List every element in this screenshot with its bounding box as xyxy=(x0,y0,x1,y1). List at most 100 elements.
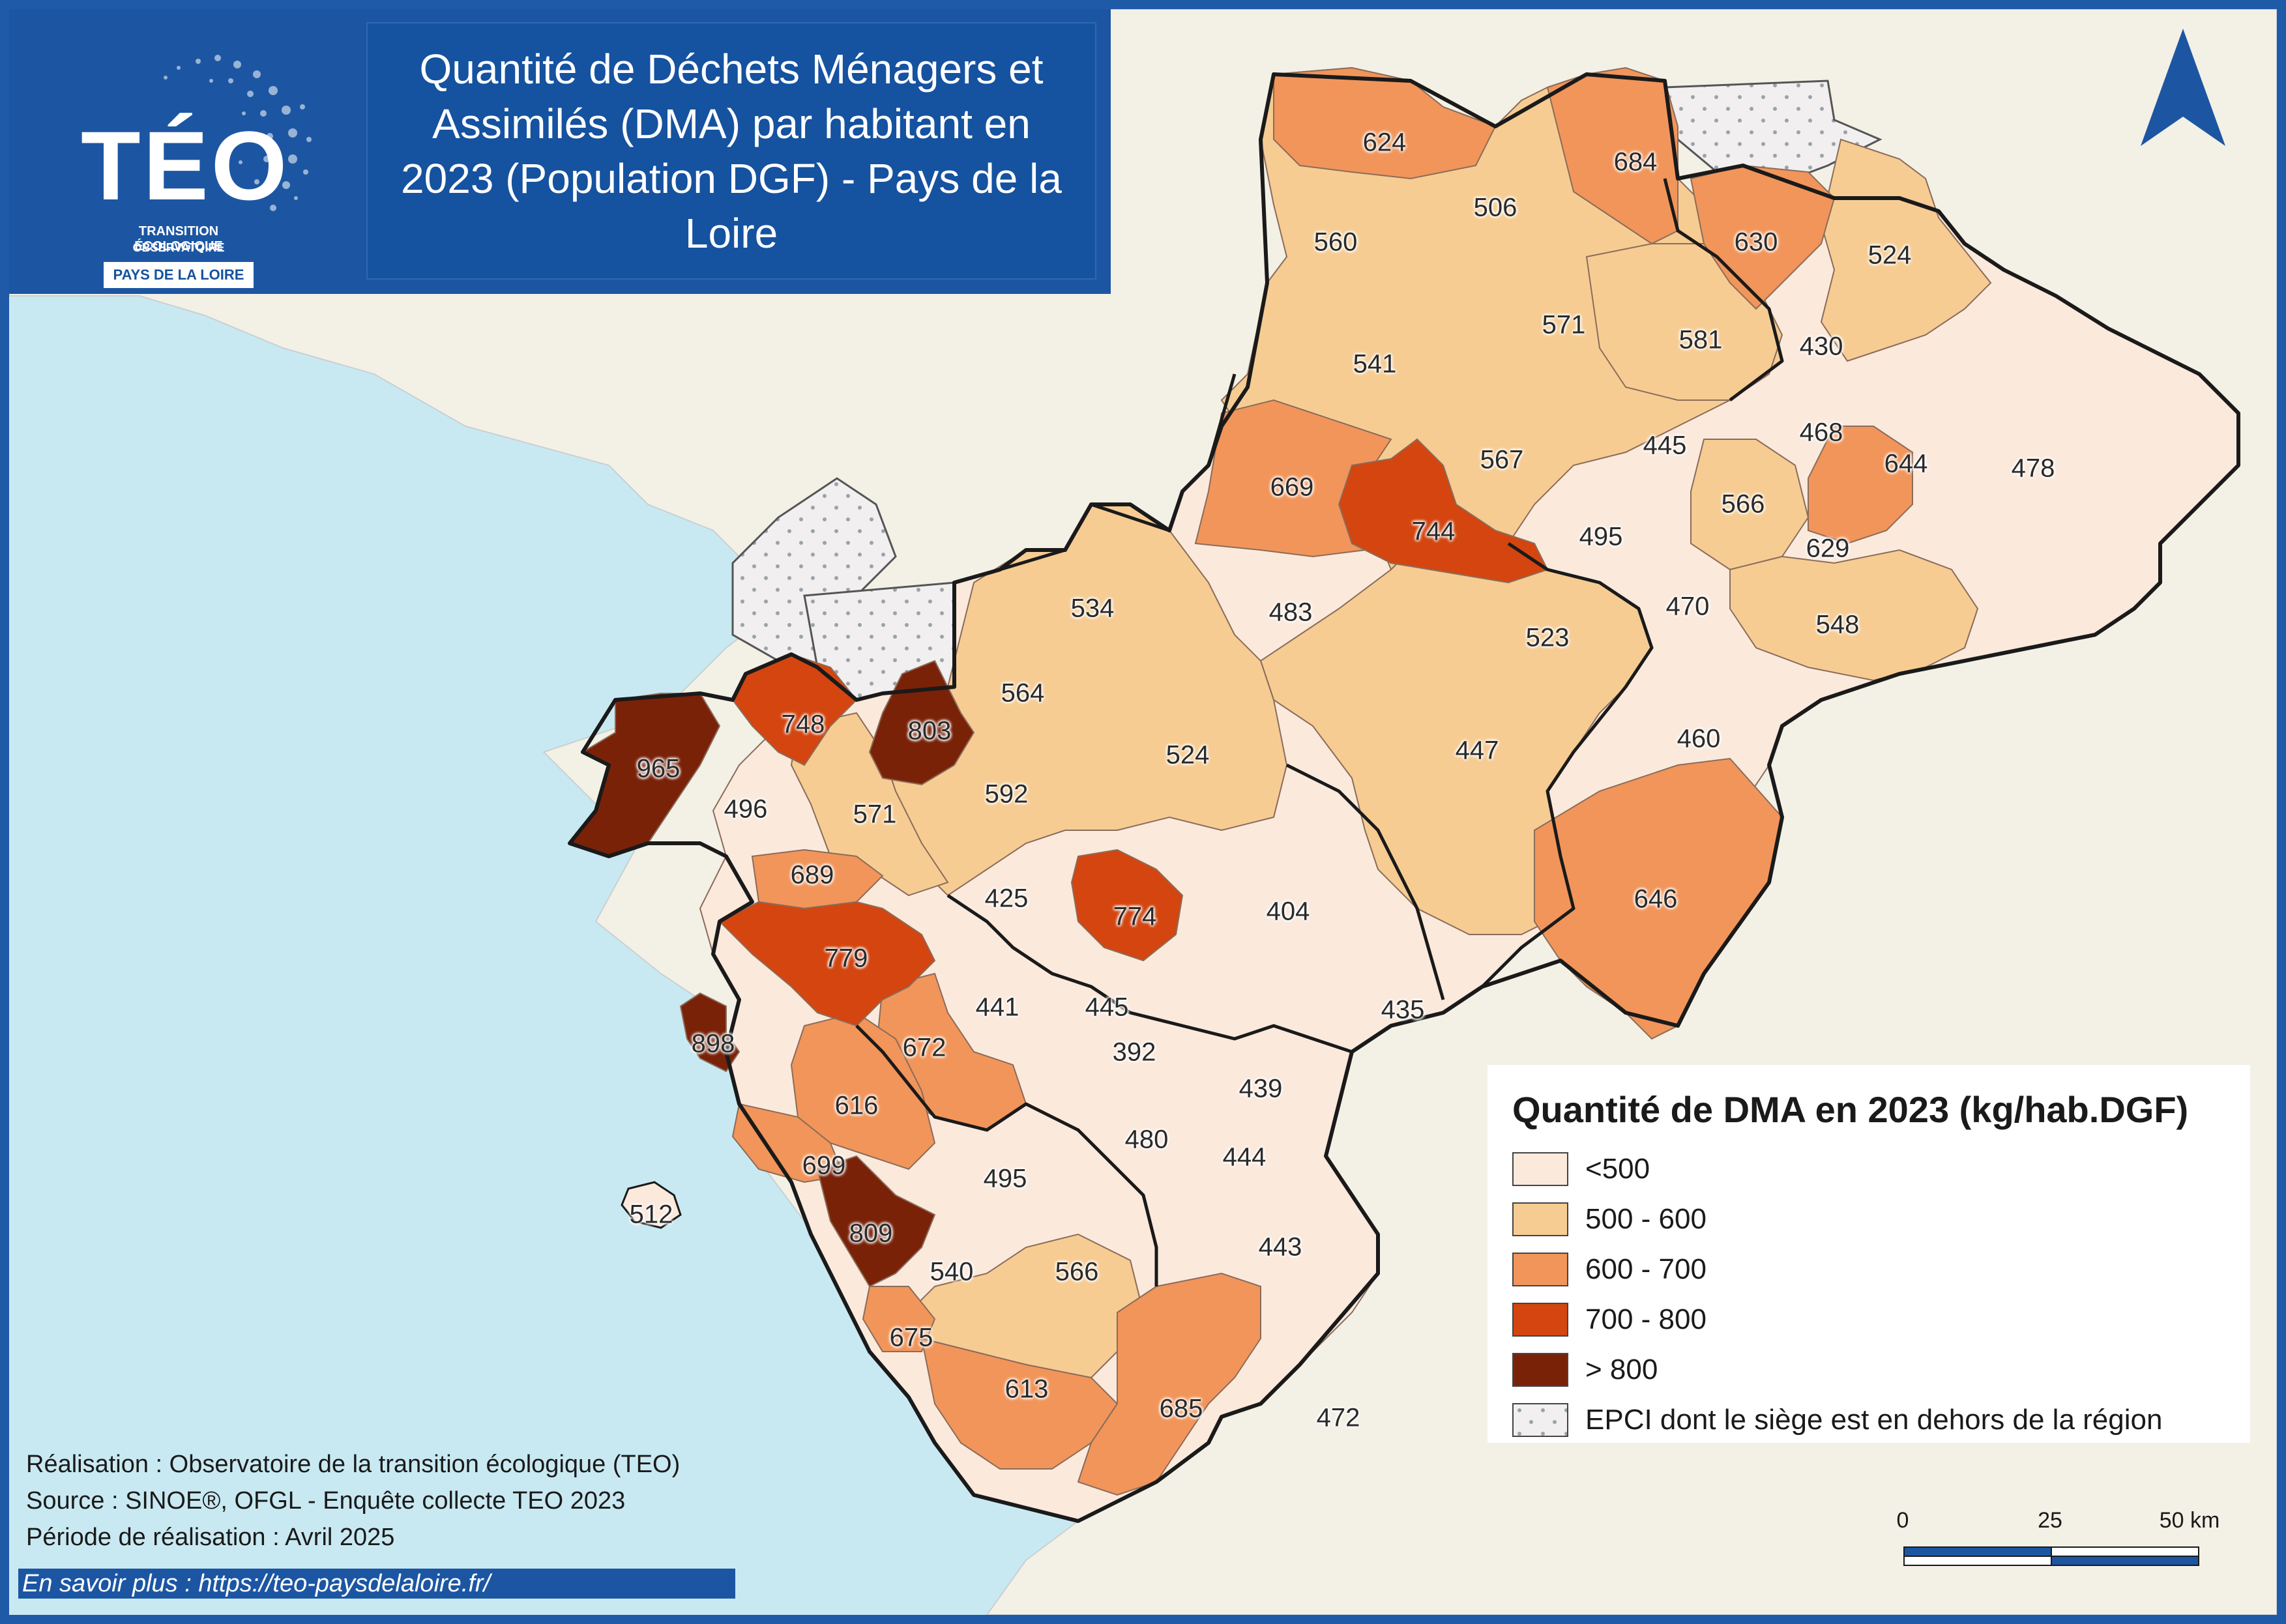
logo-region-badge: PAYS DE LA LOIRE xyxy=(104,262,254,288)
epci-value-label: 566 xyxy=(1055,1257,1099,1286)
title-panel: TÉO TRANSITION ÉCOLOGIQUE OBSERVATOIRE P… xyxy=(9,9,1111,294)
epci-value-label: 803 xyxy=(907,716,952,746)
epci-value-label: 392 xyxy=(1112,1037,1156,1067)
epci-value-label: 524 xyxy=(1868,240,1912,270)
epci-value-label: 460 xyxy=(1677,724,1721,753)
epci-value-label: 470 xyxy=(1665,592,1710,621)
epci-value-label: 630 xyxy=(1734,227,1778,257)
epci-value-label: 624 xyxy=(1362,128,1407,157)
epci-value-label: 483 xyxy=(1268,598,1313,627)
epci-value-label: 613 xyxy=(1004,1374,1049,1404)
legend-swatch xyxy=(1512,1253,1568,1286)
epci-value-label: 669 xyxy=(1270,472,1314,502)
website-link[interactable]: En savoir plus : https://teo-paysdelaloi… xyxy=(22,1570,491,1597)
credits: Réalisation : Observatoire de la transit… xyxy=(26,1446,680,1556)
epci-class-700-800 xyxy=(1070,848,1184,962)
epci-value-label: 441 xyxy=(975,993,1019,1022)
map-title: Quantité de Déchets Ménagers et Assimilé… xyxy=(401,45,1062,257)
epci-value-label: 480 xyxy=(1124,1125,1169,1154)
region-outline xyxy=(568,72,2240,1523)
epci-class-600-700 xyxy=(1690,164,1836,310)
epci-value-label: 616 xyxy=(834,1091,879,1120)
epci-class-600-700 xyxy=(1808,426,1913,545)
legend-title: Quantité de DMA en 2023 (kg/hab.DGF) xyxy=(1512,1089,2189,1130)
epci-value-label: 430 xyxy=(1799,332,1843,361)
legend-swatch xyxy=(1512,1152,1568,1186)
epci-value-label: 685 xyxy=(1159,1394,1203,1423)
epci-value-label: 447 xyxy=(1455,736,1499,765)
epci-value-label: 548 xyxy=(1815,610,1860,639)
logo-dots-icon xyxy=(164,55,312,211)
epci-value-label: 560 xyxy=(1313,227,1358,257)
epci-value-label: 684 xyxy=(1613,147,1658,177)
epci-value-label: 566 xyxy=(1721,489,1765,519)
epci-value-label: 495 xyxy=(1579,522,1623,551)
epci-value-label: 468 xyxy=(1799,418,1843,447)
epci-value-label: 629 xyxy=(1806,534,1850,563)
legend-label: 600 - 700 xyxy=(1585,1253,1707,1285)
epci-value-label: 748 xyxy=(781,710,825,739)
epci-value-label: 898 xyxy=(691,1029,735,1058)
epci-value-label: 445 xyxy=(1643,431,1687,460)
legend-swatch xyxy=(1512,1202,1568,1236)
scale-bar: 0 25 50 km xyxy=(1897,1508,2220,1586)
epci-value-label: 541 xyxy=(1353,349,1397,379)
legend-label: 500 - 600 xyxy=(1585,1203,1707,1235)
epci-value-label: 404 xyxy=(1266,897,1310,926)
epci-value-label: 478 xyxy=(2011,454,2055,483)
epci-value-label: 744 xyxy=(1411,517,1456,546)
epci-value-label: 675 xyxy=(889,1323,933,1352)
epci-value-label: 443 xyxy=(1258,1232,1302,1262)
epci-class-gt800 xyxy=(816,1155,936,1288)
scale-label: 50 km xyxy=(2159,1508,2220,1533)
epci-class-600-700 xyxy=(1546,66,1678,245)
epci-value-label: 512 xyxy=(629,1200,673,1229)
legend-label: EPCI dont le siège est en dehors de la r… xyxy=(1585,1404,2163,1436)
epci-value-label: 809 xyxy=(849,1219,893,1248)
legend-label: <500 xyxy=(1585,1153,1650,1185)
epci-value-label: 523 xyxy=(1525,623,1570,652)
logo-wordmark: TÉO xyxy=(81,111,290,220)
epci-value-label: 524 xyxy=(1165,740,1210,770)
legend-swatch xyxy=(1512,1303,1568,1337)
epci-value-label: 425 xyxy=(984,884,1029,913)
epci-value-label: 445 xyxy=(1085,993,1129,1022)
scale-label: 25 xyxy=(2038,1508,2062,1533)
credit-line: Réalisation : Observatoire de la transit… xyxy=(26,1451,681,1478)
epci-value-label: 581 xyxy=(1678,325,1723,355)
extra-region-epci xyxy=(1663,80,1883,186)
scale-label: 0 xyxy=(1896,1508,1909,1533)
island-epci xyxy=(621,1181,682,1229)
north-arrow-icon xyxy=(2141,29,2225,146)
epci-value-label: 774 xyxy=(1113,902,1157,931)
legend: Quantité de DMA en 2023 (kg/hab.DGF) <50… xyxy=(1487,1065,2250,1443)
epci-value-label: 435 xyxy=(1381,995,1425,1024)
epci-value-label: 439 xyxy=(1238,1074,1283,1103)
epci-value-label: 644 xyxy=(1884,449,1928,478)
scale-graphic xyxy=(1903,1546,2199,1566)
epci-value-label: 571 xyxy=(1542,310,1586,340)
epci-class-600-700 xyxy=(1273,66,1497,180)
epci-value-label: 689 xyxy=(790,860,834,890)
epci-value-label: 571 xyxy=(853,800,897,829)
legend-label: > 800 xyxy=(1585,1354,1658,1385)
epci-value-label: 567 xyxy=(1480,445,1524,474)
legend-label: 700 - 800 xyxy=(1585,1303,1707,1335)
epci-class-600-700 xyxy=(790,1011,936,1170)
teo-logo: TÉO TRANSITION ÉCOLOGIQUE OBSERVATOIRE P… xyxy=(35,29,348,288)
epci-class-600-700 xyxy=(862,1286,936,1352)
logo-subtitle-1: TRANSITION ÉCOLOGIQUE xyxy=(134,224,223,254)
epci-class-600-700 xyxy=(1077,1272,1261,1496)
epci-value-label: 534 xyxy=(1070,594,1115,623)
epci-value-label: 779 xyxy=(824,944,868,973)
credit-line: Période de réalisation : Avril 2025 xyxy=(26,1524,395,1551)
title-inner-box: Quantité de Déchets Ménagers et Assimilé… xyxy=(366,22,1096,280)
epci-value-label: 965 xyxy=(636,754,681,783)
epci-class-700-800 xyxy=(731,653,858,766)
epci-value-label: 444 xyxy=(1222,1142,1267,1172)
epci-class-500-600 xyxy=(1729,549,1979,682)
epci-value-label: 592 xyxy=(984,779,1029,809)
logo-subtitle-2: OBSERVATOIRE xyxy=(132,241,225,254)
link-bar[interactable]: En savoir plus : https://teo-paysdelaloi… xyxy=(18,1569,735,1599)
